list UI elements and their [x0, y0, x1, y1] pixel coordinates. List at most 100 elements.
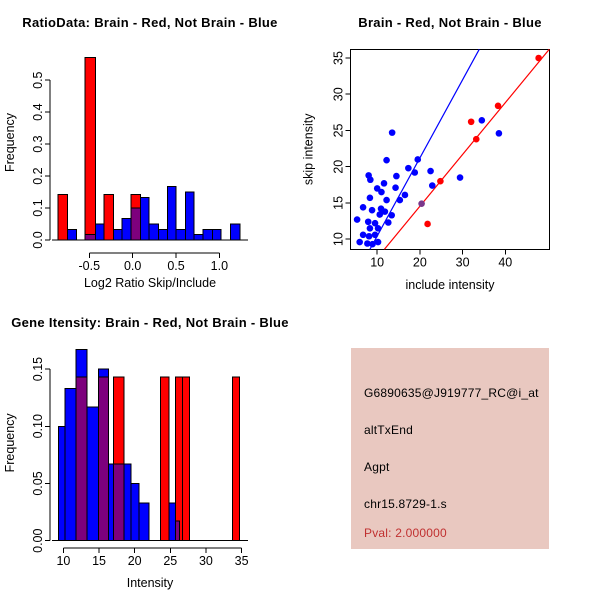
data-point-blue — [392, 184, 399, 192]
data-point-blue — [378, 188, 385, 196]
y-tick-label: 20 — [332, 160, 346, 174]
hist-bar-red — [174, 376, 183, 542]
y-tick-label: 0.00 — [31, 528, 45, 552]
x-tick-label: 30 — [199, 554, 213, 568]
y-tick-label: 25 — [332, 123, 346, 137]
intensity-scatter-title: Brain - Red, Not Brain - Blue — [358, 15, 542, 30]
data-point-blue — [364, 240, 371, 247]
hist-bar-purple — [130, 207, 141, 241]
data-point-blue — [356, 238, 363, 246]
x-tick-label: 25 — [163, 554, 177, 568]
data-point-blue — [369, 240, 376, 248]
hist-bar-purple — [97, 376, 109, 542]
data-point-blue — [367, 176, 374, 184]
hist-bar-blue — [211, 228, 222, 241]
ratio-histogram-ylabel: Frequency — [3, 112, 17, 172]
ratio-histogram-panel: RatioData: Brain - Red, Not Brain - Blue… — [3, 15, 277, 290]
hist-bar-red — [84, 56, 96, 241]
data-point-blue — [393, 172, 400, 180]
data-point-blue — [380, 180, 388, 187]
data-point-blue — [495, 130, 503, 137]
x-tick-label: 35 — [235, 554, 249, 568]
y-tick-label: 10 — [332, 232, 346, 246]
y-tick-label: 30 — [332, 87, 346, 101]
x-tick-label: -0.5 — [79, 259, 101, 273]
data-point-red — [437, 177, 444, 185]
hist-bar-blue — [130, 482, 140, 542]
data-point-red — [472, 135, 480, 143]
data-point-blue — [374, 238, 382, 246]
intensity-scatter-xlabel: include intensity — [406, 278, 496, 292]
hist-bar-blue — [57, 425, 66, 542]
ratio-histogram-title: RatioData: Brain - Red, Not Brain - Blue — [22, 15, 277, 30]
data-point-blue — [428, 182, 436, 189]
data-point-blue — [427, 167, 434, 175]
intensity-scatter-ylabel: skip intensity — [302, 113, 316, 185]
y-tick-label: 0.15 — [31, 357, 45, 381]
data-point-blue — [364, 218, 372, 226]
x-tick-label: 10 — [56, 554, 70, 568]
info-line-pval: Pval: 2.000000 — [364, 526, 447, 540]
info-line-location: chr15.8729-1.s — [364, 497, 447, 511]
y-tick-label: 0.2 — [31, 167, 45, 184]
data-point-blue — [396, 196, 404, 204]
data-point-red — [467, 118, 475, 126]
data-point-blue — [353, 216, 361, 223]
data-point-purple_pt — [418, 200, 425, 207]
data-point-blue — [405, 164, 412, 172]
hist-bar-red — [103, 193, 115, 241]
info-panel: G6890635@J919777_RC@i_at altTxEnd Agpt c… — [351, 348, 549, 549]
hist-bar-blue — [166, 186, 177, 241]
data-point-red — [494, 102, 502, 110]
x-tick-label: 20 — [413, 255, 427, 269]
hist-bar-blue — [158, 228, 168, 241]
hist-bar-purple — [84, 234, 96, 241]
hist-bar-blue — [193, 234, 204, 241]
hist-bar-blue — [148, 223, 160, 241]
hist-bar-blue — [175, 228, 187, 241]
hist-bar-blue — [113, 228, 123, 241]
x-tick-label: 20 — [128, 554, 142, 568]
data-point-blue — [359, 231, 367, 239]
data-point-blue — [478, 117, 486, 124]
intensity-scatter-panel: Brain - Red, Not Brain - Blue 10 20 30 40 10 1… — [302, 15, 550, 292]
data-point-blue — [388, 129, 396, 136]
data-point-blue — [366, 194, 374, 202]
data-point-blue — [359, 203, 367, 211]
y-tick-label: 0.5 — [31, 71, 45, 88]
hist-bar-blue — [202, 228, 213, 241]
data-point-blue — [365, 232, 373, 240]
hist-bar-red — [231, 376, 240, 542]
plot-frame — [350, 48, 550, 250]
data-point-blue — [368, 206, 376, 214]
data-point-blue — [401, 191, 409, 199]
data-point-blue — [371, 219, 379, 227]
y-tick-label: 0.0 — [31, 231, 45, 248]
hist-bar-purple — [112, 463, 125, 542]
x-tick-label: 15 — [92, 554, 106, 568]
y-tick-label: 0.3 — [31, 135, 45, 152]
hist-bar-blue — [230, 223, 241, 241]
data-point-blue — [366, 224, 374, 232]
fit-line-blue — [369, 49, 480, 250]
info-line-event-type: altTxEnd — [364, 423, 413, 437]
data-point-blue — [388, 211, 396, 219]
hist-bar-blue — [64, 387, 77, 542]
data-point-blue — [383, 196, 390, 204]
hist-bar-blue — [67, 228, 77, 241]
x-tick-label: 10 — [370, 255, 384, 269]
gene-intensity-histogram-panel: Gene Itensity: Brain - Red, Not Brain - … — [3, 315, 289, 590]
hist-bar-blue — [139, 196, 150, 241]
ratio-histogram-xlabel: Log2 Ratio Skip/Include — [84, 276, 216, 290]
y-tick-label: 15 — [332, 196, 346, 210]
info-line-gene-symbol: Agpt — [364, 460, 390, 474]
data-point-blue — [374, 224, 382, 232]
fit-line-red — [383, 48, 550, 250]
info-line-probe-id: G6890635@J919777_RC@i_at — [364, 386, 539, 400]
hist-bar-red — [159, 376, 170, 542]
x-tick-label: 40 — [498, 255, 512, 269]
gene-intensity-histogram-title: Gene Itensity: Brain - Red, Not Brain - … — [11, 315, 289, 330]
y-tick-label: 35 — [332, 51, 346, 65]
hist-bar-blue — [138, 502, 150, 542]
